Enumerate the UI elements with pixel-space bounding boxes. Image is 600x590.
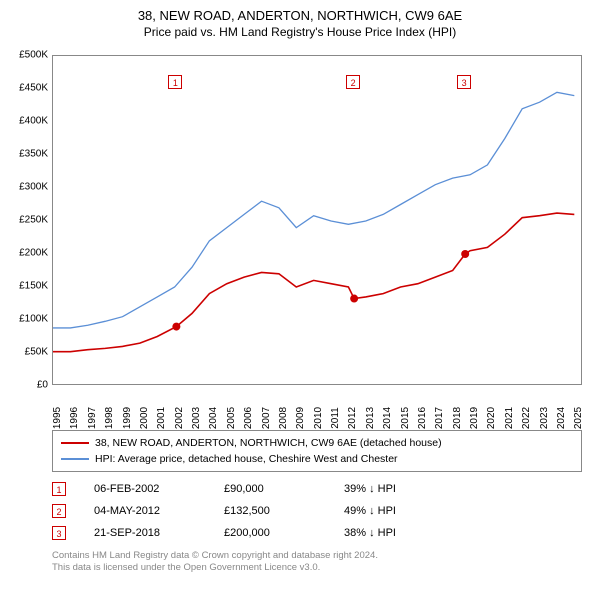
- x-tick-label: 1999: [122, 407, 133, 429]
- chart-container: 38, NEW ROAD, ANDERTON, NORTHWICH, CW9 6…: [0, 0, 600, 590]
- x-tick-label: 2011: [330, 407, 341, 429]
- sale-marker-icon: 2: [52, 504, 66, 518]
- x-tick-label: 1996: [69, 407, 80, 429]
- sale-price: £132,500: [224, 505, 344, 517]
- x-tick-label: 2019: [469, 407, 480, 429]
- x-tick-label: 2001: [156, 407, 167, 429]
- legend: 38, NEW ROAD, ANDERTON, NORTHWICH, CW9 6…: [52, 430, 582, 472]
- footer-line2: This data is licensed under the Open Gov…: [52, 562, 378, 574]
- x-tick-label: 2010: [313, 407, 324, 429]
- x-tick-label: 2022: [521, 407, 532, 429]
- chart-marker-icon: 1: [168, 75, 182, 89]
- x-tick-label: 2024: [556, 407, 567, 429]
- x-tick-label: 1995: [52, 407, 63, 429]
- y-tick-label: £50K: [8, 347, 48, 358]
- x-tick-label: 2020: [486, 407, 497, 429]
- legend-row: HPI: Average price, detached house, Ches…: [61, 451, 573, 467]
- footer-attribution: Contains HM Land Registry data © Crown c…: [52, 550, 378, 575]
- x-tick-label: 2005: [226, 407, 237, 429]
- y-tick-label: £100K: [8, 314, 48, 325]
- x-tick-label: 2017: [434, 407, 445, 429]
- x-tick-label: 2018: [452, 407, 463, 429]
- legend-swatch-property: [61, 442, 89, 444]
- chart-titles: 38, NEW ROAD, ANDERTON, NORTHWICH, CW9 6…: [0, 0, 600, 39]
- chart-marker-icon: 3: [457, 75, 471, 89]
- x-tick-label: 2025: [573, 407, 584, 429]
- x-tick-label: 2013: [365, 407, 376, 429]
- sale-diff: 39% ↓ HPI: [344, 483, 464, 495]
- sales-table: 1 06-FEB-2002 £90,000 39% ↓ HPI 2 04-MAY…: [52, 478, 582, 544]
- y-tick-label: £250K: [8, 215, 48, 226]
- x-tick-label: 2016: [417, 407, 428, 429]
- legend-label-hpi: HPI: Average price, detached house, Ches…: [95, 453, 398, 465]
- sale-row: 3 21-SEP-2018 £200,000 38% ↓ HPI: [52, 522, 582, 544]
- sale-date: 06-FEB-2002: [94, 483, 224, 495]
- sale-price: £90,000: [224, 483, 344, 495]
- sale-date: 21-SEP-2018: [94, 527, 224, 539]
- x-tick-label: 2002: [174, 407, 185, 429]
- y-tick-label: £0: [8, 380, 48, 391]
- y-tick-label: £150K: [8, 281, 48, 292]
- y-tick-label: £300K: [8, 182, 48, 193]
- title-subtitle: Price paid vs. HM Land Registry's House …: [0, 25, 600, 39]
- legend-row: 38, NEW ROAD, ANDERTON, NORTHWICH, CW9 6…: [61, 435, 573, 451]
- x-tick-label: 2009: [295, 407, 306, 429]
- footer-line1: Contains HM Land Registry data © Crown c…: [52, 550, 378, 562]
- y-tick-label: £200K: [8, 248, 48, 259]
- sale-row: 1 06-FEB-2002 £90,000 39% ↓ HPI: [52, 478, 582, 500]
- plot-svg: [53, 56, 583, 386]
- x-tick-label: 2014: [382, 407, 393, 429]
- y-tick-label: £400K: [8, 116, 48, 127]
- sale-diff: 38% ↓ HPI: [344, 527, 464, 539]
- x-tick-label: 1998: [104, 407, 115, 429]
- x-tick-label: 2023: [539, 407, 550, 429]
- x-tick-label: 1997: [87, 407, 98, 429]
- x-tick-label: 2021: [504, 407, 515, 429]
- sale-marker-icon: 1: [52, 482, 66, 496]
- y-tick-label: £500K: [8, 50, 48, 61]
- sale-price: £200,000: [224, 527, 344, 539]
- x-tick-label: 2004: [208, 407, 219, 429]
- x-tick-label: 2000: [139, 407, 150, 429]
- legend-label-property: 38, NEW ROAD, ANDERTON, NORTHWICH, CW9 6…: [95, 437, 442, 449]
- y-tick-label: £450K: [8, 83, 48, 94]
- x-tick-label: 2008: [278, 407, 289, 429]
- sale-diff: 49% ↓ HPI: [344, 505, 464, 517]
- sale-marker-icon: 3: [52, 526, 66, 540]
- chart-marker-icon: 2: [346, 75, 360, 89]
- x-tick-label: 2007: [261, 407, 272, 429]
- x-tick-label: 2015: [400, 407, 411, 429]
- sale-row: 2 04-MAY-2012 £132,500 49% ↓ HPI: [52, 500, 582, 522]
- x-tick-label: 2012: [347, 407, 358, 429]
- sale-date: 04-MAY-2012: [94, 505, 224, 517]
- x-tick-label: 2003: [191, 407, 202, 429]
- plot-area: [52, 55, 582, 385]
- x-tick-label: 2006: [243, 407, 254, 429]
- title-address: 38, NEW ROAD, ANDERTON, NORTHWICH, CW9 6…: [0, 8, 600, 23]
- legend-swatch-hpi: [61, 458, 89, 460]
- y-tick-label: £350K: [8, 149, 48, 160]
